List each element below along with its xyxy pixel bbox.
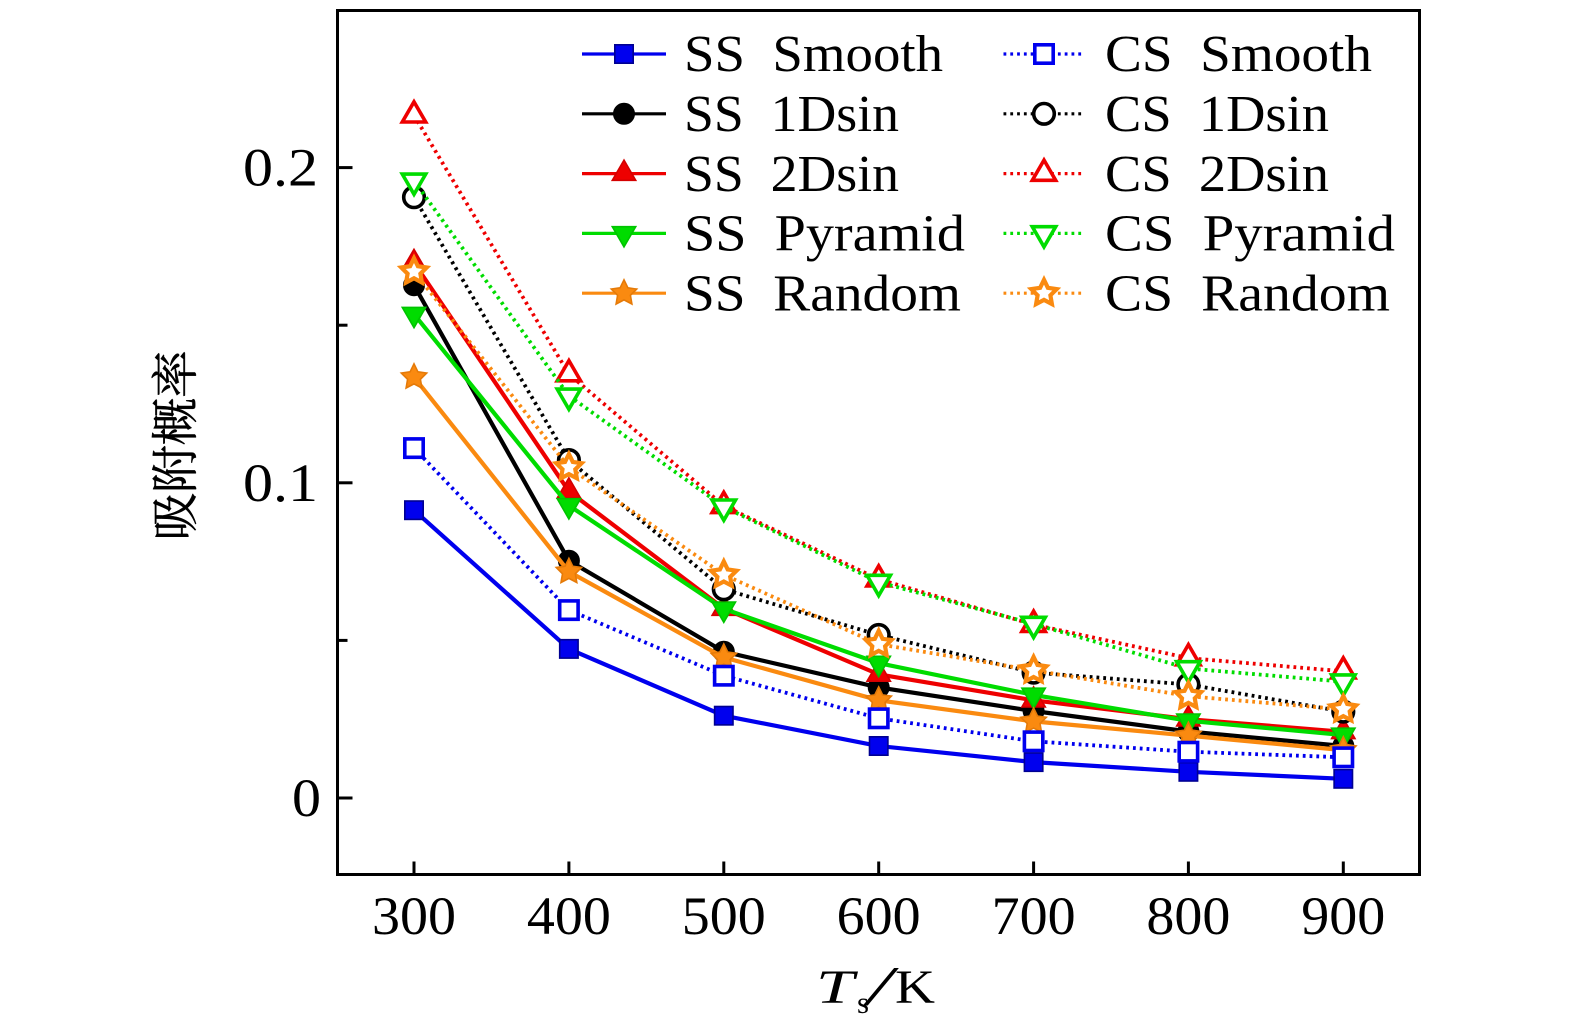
svg-text:s: s	[857, 985, 869, 1020]
svg-text:SS 1Dsin: SS 1Dsin	[684, 86, 899, 143]
svg-text:SS 2Dsin: SS 2Dsin	[684, 146, 899, 203]
svg-text:900: 900	[1301, 886, 1385, 946]
svg-text:600: 600	[837, 886, 921, 946]
svg-text:700: 700	[992, 886, 1076, 946]
svg-text:CS Smooth: CS Smooth	[1105, 26, 1372, 83]
svg-text:800: 800	[1146, 886, 1230, 946]
svg-text:CS 2Dsin: CS 2Dsin	[1105, 146, 1329, 203]
svg-text:SS Random: SS Random	[684, 265, 961, 322]
svg-text:0.2: 0.2	[243, 138, 318, 198]
svg-text:CS 1Dsin: CS 1Dsin	[1105, 86, 1329, 143]
svg-text:400: 400	[527, 886, 611, 946]
svg-text:SS Pyramid: SS Pyramid	[684, 206, 965, 263]
svg-text:0: 0	[292, 768, 321, 828]
svg-text:300: 300	[372, 886, 456, 946]
svg-text:T: T	[816, 961, 859, 1014]
svg-text:SS Smooth: SS Smooth	[684, 26, 943, 83]
svg-text:0.1: 0.1	[243, 453, 318, 513]
svg-text:500: 500	[682, 886, 766, 946]
svg-text:K: K	[895, 961, 935, 1014]
svg-text:CS Random: CS Random	[1105, 265, 1390, 322]
svg-text:CS Pyramid: CS Pyramid	[1105, 206, 1395, 263]
